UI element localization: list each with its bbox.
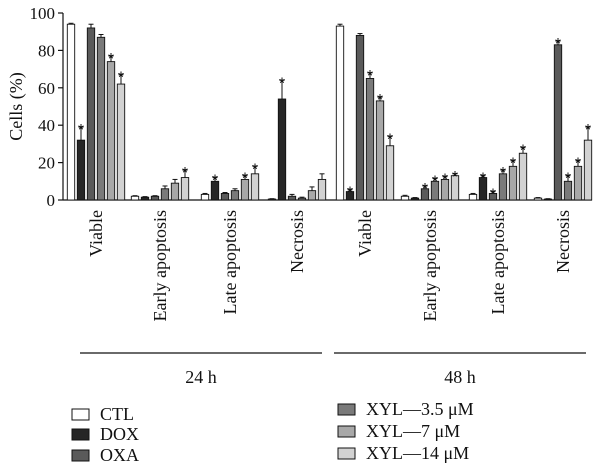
significance-star: * — [279, 75, 285, 92]
legend-label: OXA — [100, 445, 139, 465]
bar — [317, 178, 327, 201]
y-tick-label: 40 — [38, 116, 55, 135]
bar — [150, 195, 160, 201]
legend-swatch — [71, 428, 90, 441]
x-category-label: Necrosis — [287, 210, 307, 273]
significance-star: * — [432, 173, 438, 190]
bar — [116, 83, 126, 201]
legend-swatch — [337, 447, 356, 460]
significance-star: * — [555, 36, 561, 53]
x-category-label: Necrosis — [553, 210, 573, 273]
y-axis-title: Cells (%) — [6, 72, 27, 140]
significance-star: * — [565, 171, 571, 188]
bar — [468, 193, 478, 201]
bars: **** * ******** * * * ********* — [66, 22, 593, 204]
significance-star: * — [367, 68, 373, 85]
bar — [307, 190, 317, 201]
y-tick-label: 100 — [30, 4, 56, 23]
significance-star: * — [422, 181, 428, 198]
bar — [355, 34, 365, 201]
bar — [335, 25, 345, 201]
x-category-label: Late apoptosis — [220, 210, 240, 314]
significance-star: * — [510, 156, 516, 173]
bar — [86, 27, 96, 201]
significance-star: * — [242, 171, 248, 188]
legend-swatch — [71, 408, 90, 421]
significance-star: * — [452, 169, 458, 186]
time-group-labels: 24 h 48 h — [80, 352, 586, 387]
bar — [220, 193, 230, 201]
significance-star: * — [118, 70, 124, 87]
bar — [297, 197, 307, 201]
x-category-label: Viable — [86, 210, 106, 257]
bar — [200, 193, 210, 201]
y-tick-label: 0 — [47, 191, 56, 210]
bar — [170, 182, 180, 201]
bar — [400, 195, 410, 201]
bar — [76, 139, 86, 201]
legend-label: XYL—7 μM — [366, 421, 460, 441]
bar — [287, 195, 297, 201]
significance-star: * — [442, 172, 448, 189]
significance-star: * — [575, 156, 581, 173]
bar — [518, 152, 528, 201]
bar — [267, 198, 277, 201]
bar — [130, 195, 140, 201]
bar — [385, 145, 395, 201]
significance-star: * — [212, 173, 218, 190]
x-category-labels: Viable Early apoptosis Late apoptosis Necro… — [86, 210, 573, 321]
x-category-label: Late apoptosis — [488, 210, 508, 314]
bar — [543, 198, 553, 201]
bar — [140, 196, 150, 201]
y-tick-label: 80 — [38, 41, 55, 60]
significance-star: * — [347, 185, 353, 202]
significance-star: * — [78, 122, 84, 139]
bar — [160, 188, 170, 201]
legend-swatch — [337, 403, 356, 416]
x-category-label: Viable — [355, 210, 375, 257]
legend-swatch — [71, 449, 90, 462]
x-category-label: Early apoptosis — [420, 210, 440, 321]
significance-star: * — [182, 165, 188, 182]
significance-star: * — [500, 165, 506, 182]
bar — [410, 197, 420, 201]
significance-star: * — [490, 187, 496, 204]
y-tick-label: 60 — [38, 79, 55, 98]
group-label: 24 h — [185, 367, 217, 387]
bar — [277, 98, 287, 201]
group-label: 48 h — [444, 367, 476, 387]
significance-star: * — [252, 161, 258, 178]
significance-star: * — [480, 171, 486, 188]
axes: 0 20 40 60 80 100 Cells (%) — [6, 4, 592, 210]
bar — [375, 100, 385, 201]
legend-swatch — [337, 425, 356, 438]
y-tick-label: 20 — [38, 154, 55, 173]
bar — [553, 44, 563, 201]
bar — [533, 197, 543, 201]
bar — [96, 36, 106, 201]
significance-star: * — [520, 143, 526, 160]
bar — [583, 139, 593, 201]
significance-star: * — [585, 122, 591, 139]
bar — [230, 190, 240, 201]
legend-label: XYL—14 μM — [366, 443, 469, 463]
legend-label: CTL — [100, 404, 134, 424]
bar — [365, 77, 375, 201]
legend-label: XYL—3.5 μM — [366, 399, 474, 419]
significance-star: * — [387, 131, 393, 148]
bar — [66, 23, 76, 201]
x-category-label: Early apoptosis — [150, 210, 170, 321]
significance-star: * — [108, 51, 114, 68]
legend-label: DOX — [100, 424, 139, 444]
significance-star: * — [377, 92, 383, 109]
bar — [106, 61, 116, 201]
